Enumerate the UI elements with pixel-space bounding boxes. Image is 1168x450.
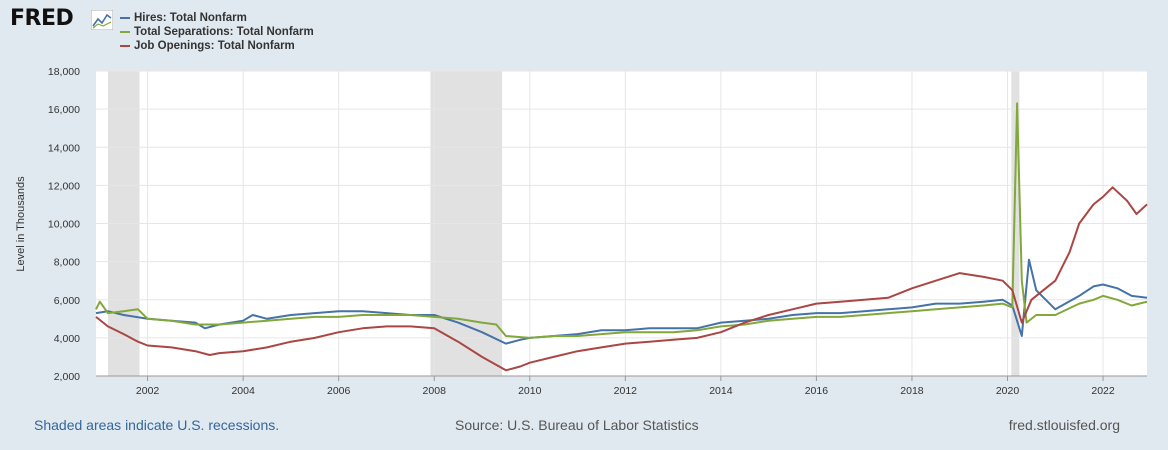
legend-label-separations: Total Separations: Total Nonfarm [134, 26, 314, 38]
legend-item-hires[interactable]: Hires: Total Nonfarm [120, 11, 314, 25]
x-tick-label: 2002 [136, 385, 160, 397]
chart-line-icon [91, 10, 113, 30]
y-tick-label: 14,000 [48, 142, 80, 154]
series-line-1 [95, 102, 1148, 339]
y-tick-label: 18,000 [48, 66, 80, 78]
legend-swatch-openings [120, 45, 130, 47]
legend-swatch-separations [120, 31, 130, 33]
x-tick-label: 2008 [423, 385, 447, 397]
fred-logo[interactable]: FRED [10, 6, 74, 31]
y-tick-label: 6,000 [54, 295, 80, 307]
y-axis-label: Level in Thousands [15, 176, 27, 272]
chart-legend: Hires: Total Nonfarm Total Separations: … [120, 11, 314, 53]
source-text: Source: U.S. Bureau of Labor Statistics [455, 417, 699, 433]
y-tick-label: 8,000 [54, 257, 80, 269]
legend-label-hires: Hires: Total Nonfarm [134, 12, 247, 24]
y-tick-label: 16,000 [48, 104, 80, 116]
x-tick-label: 2014 [709, 385, 733, 397]
y-tick-label: 10,000 [48, 219, 80, 231]
y-tick-label: 2,000 [54, 371, 80, 383]
legend-label-openings: Job Openings: Total Nonfarm [134, 40, 295, 52]
x-tick-label: 2016 [805, 385, 829, 397]
recession-note-link[interactable]: Shaded areas indicate U.S. recessions. [34, 417, 280, 433]
y-tick-label: 12,000 [48, 180, 80, 192]
x-tick-label: 2010 [518, 385, 542, 397]
x-tick-label: 2006 [327, 385, 351, 397]
x-tick-label: 2020 [996, 385, 1020, 397]
x-tick-label: 2012 [614, 385, 638, 397]
series-line-0 [95, 258, 1148, 345]
x-tick-label: 2018 [900, 385, 924, 397]
legend-swatch-hires [120, 17, 130, 19]
y-tick-label: 4,000 [54, 333, 80, 345]
series-line-2 [95, 186, 1148, 372]
legend-item-openings[interactable]: Job Openings: Total Nonfarm [120, 39, 314, 53]
legend-item-separations[interactable]: Total Separations: Total Nonfarm [120, 25, 314, 39]
x-tick-label: 2022 [1091, 385, 1115, 397]
fred-site-link[interactable]: fred.stlouisfed.org [1008, 417, 1120, 433]
x-tick-label: 2004 [231, 385, 255, 397]
